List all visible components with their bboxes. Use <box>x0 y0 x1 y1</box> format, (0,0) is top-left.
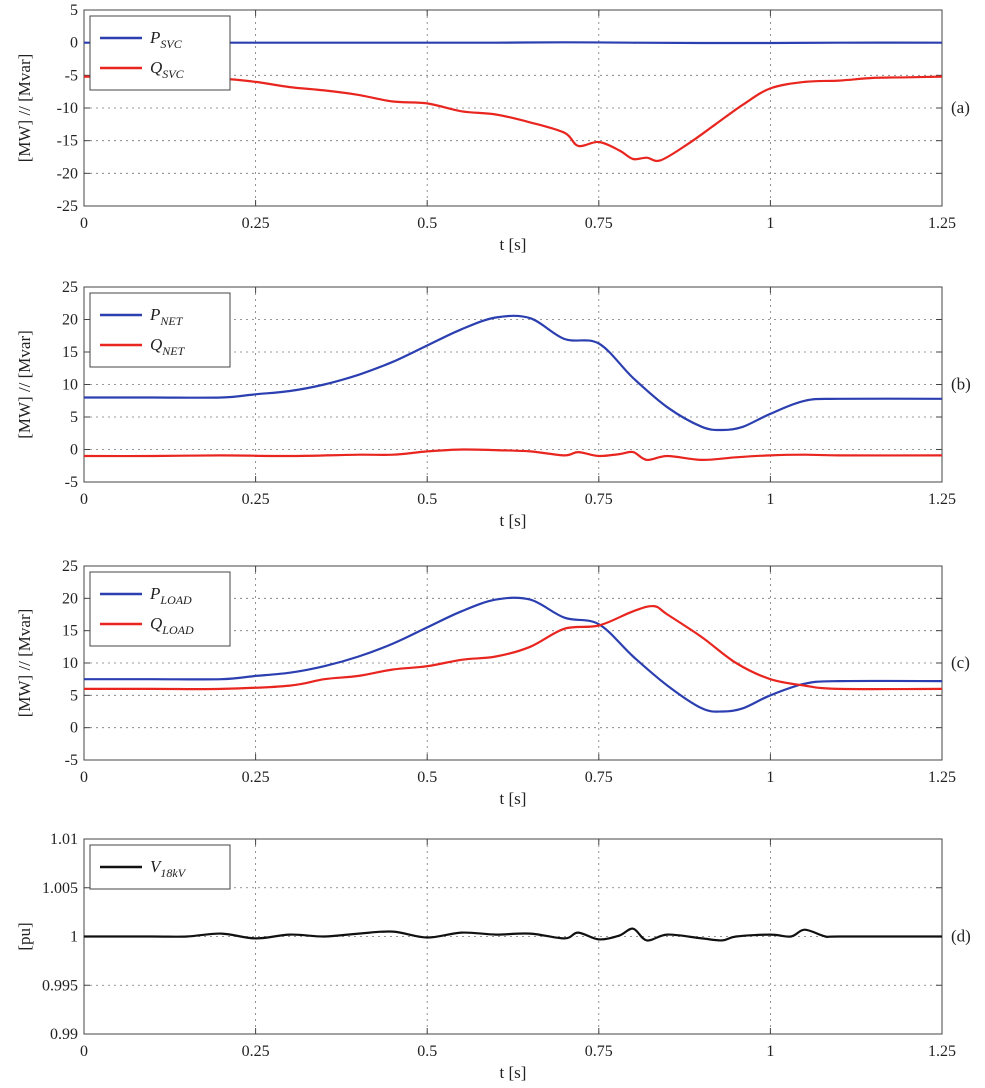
y-tick-label: 5 <box>70 2 78 19</box>
panel-tag: (b) <box>951 375 971 394</box>
y-tick-label: 1.01 <box>50 831 78 848</box>
legend-entry-subscript: SVC <box>162 67 184 81</box>
legend-entry-subscript: SVC <box>160 37 182 51</box>
x-tick-label: 0.75 <box>585 491 613 508</box>
legend-entry-subscript: LOAD <box>161 623 194 637</box>
legend-entry: PSVC <box>149 28 183 51</box>
x-tick-label: 0 <box>80 215 88 232</box>
x-tick-label: 0.5 <box>417 1043 437 1060</box>
legend-entry-main: Q <box>150 335 162 354</box>
series-line-p-load <box>84 596 942 713</box>
legend-box <box>89 571 231 647</box>
x-tick-label: 0.5 <box>417 769 437 786</box>
y-tick-label: 10 <box>62 655 78 672</box>
legend-entry-main: Q <box>150 58 162 77</box>
x-tick-label: 0.75 <box>585 769 613 786</box>
x-tick-label: 0.25 <box>242 215 270 232</box>
series-line-q-svc <box>84 75 942 162</box>
y-tick-label: 5 <box>70 687 78 704</box>
y-tick-label: 0.995 <box>42 977 78 994</box>
legend-entry: QLOAD <box>150 614 194 637</box>
panel-tag: (c) <box>951 653 970 672</box>
legend-box <box>89 292 231 368</box>
y-tick-label: 5 <box>70 409 78 426</box>
x-tick-label: 0.5 <box>417 491 437 508</box>
x-tick-label: 0.25 <box>242 491 270 508</box>
y-tick-label: -15 <box>57 133 78 150</box>
legend-entry-subscript: NET <box>161 344 185 358</box>
x-axis-label: t [s] <box>500 235 527 254</box>
x-tick-label: 1.25 <box>928 215 956 232</box>
y-tick-label: 25 <box>62 558 78 575</box>
x-axis-label: t [s] <box>500 511 527 530</box>
y-tick-label: 0 <box>70 442 78 459</box>
y-tick-label: 20 <box>62 312 78 329</box>
legend-entry: V18kV <box>150 857 187 880</box>
x-tick-label: 0 <box>80 491 88 508</box>
x-tick-label: 0 <box>80 1043 88 1060</box>
x-tick-label: 1.25 <box>928 491 956 508</box>
y-tick-label: 20 <box>62 590 78 607</box>
legend-entry: QNET <box>150 335 186 358</box>
y-tick-label: -5 <box>65 67 78 84</box>
legend-entry-main: P <box>149 28 160 47</box>
y-tick-label: 15 <box>62 344 78 361</box>
panel-tag: (a) <box>951 98 970 117</box>
x-tick-label: 1.25 <box>928 1043 956 1060</box>
y-tick-label: -5 <box>65 752 78 769</box>
x-axis-label: t [s] <box>500 1063 527 1082</box>
legend-entry: QSVC <box>150 58 185 81</box>
x-tick-label: 0.75 <box>585 215 613 232</box>
x-tick-label: 0.25 <box>242 1043 270 1060</box>
x-tick-label: 1 <box>766 1043 774 1060</box>
series-line-v-18kv <box>84 927 942 942</box>
y-tick-label: 25 <box>62 279 78 296</box>
series-line-q-net <box>84 448 942 462</box>
legend-box <box>89 15 231 91</box>
legend-entry-main: V <box>150 857 163 876</box>
y-tick-label: 10 <box>62 377 78 394</box>
legend-entry-subscript: LOAD <box>159 593 192 607</box>
y-tick-label: 15 <box>62 623 78 640</box>
legend-entry-main: P <box>149 584 160 603</box>
x-tick-label: 0 <box>80 769 88 786</box>
x-tick-label: 1 <box>766 215 774 232</box>
x-axis-label: t [s] <box>500 789 527 808</box>
legend-entry: PNET <box>149 305 184 328</box>
y-tick-label: -5 <box>65 474 78 491</box>
series-line-p-net <box>84 314 942 432</box>
y-tick-label: 1 <box>70 929 78 946</box>
y-axis-label: [pu] <box>15 922 34 950</box>
x-tick-label: 1.25 <box>928 769 956 786</box>
panel-tag: (d) <box>951 927 971 946</box>
x-tick-label: 0.5 <box>417 215 437 232</box>
y-tick-label: 0 <box>70 720 78 737</box>
legend-entry-subscript: NET <box>159 314 183 328</box>
legend-entry-main: P <box>149 305 160 324</box>
x-tick-label: 0.25 <box>242 769 270 786</box>
legend-entry: PLOAD <box>149 584 192 607</box>
y-axis-label: [MW] // [Mvar] <box>15 54 34 163</box>
y-tick-label: -20 <box>57 165 78 182</box>
y-axis-label: [MW] // [Mvar] <box>15 609 34 718</box>
y-tick-label: -25 <box>57 198 78 215</box>
y-axis-label: [MW] // [Mvar] <box>15 330 34 439</box>
legend-entry-main: Q <box>150 614 162 633</box>
y-tick-label: 0.99 <box>50 1026 78 1043</box>
panel-d: 0 0.25 0.5 0.75 1 1.25 0.99 0.995 1 1.005 1.01 t [s… <box>15 831 971 1082</box>
y-tick-label: 1.005 <box>42 880 78 897</box>
x-tick-label: 1 <box>766 491 774 508</box>
x-tick-label: 0.75 <box>585 1043 613 1060</box>
panel-a: 0 0.25 0.5 0.75 1 1.25 -25 -20 -15 -10 -5 0 5 t [s] [M… <box>15 2 970 254</box>
series-line-q-load <box>84 604 942 691</box>
x-tick-label: 1 <box>766 769 774 786</box>
y-tick-label: 0 <box>70 35 78 52</box>
y-tick-label: -10 <box>57 100 78 117</box>
legend-entry-subscript: 18kV <box>160 866 186 880</box>
